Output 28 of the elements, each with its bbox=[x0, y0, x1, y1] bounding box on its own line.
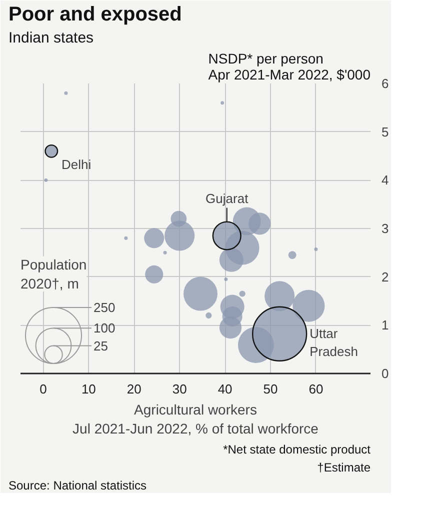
x-tick-label: 20 bbox=[126, 382, 142, 396]
x-axis-title: Agricultural workers Jul 2021-Jun 2022, % of total workforce bbox=[72, 402, 319, 437]
x-tick-label: 50 bbox=[263, 382, 278, 396]
legend-label: 100 bbox=[94, 320, 116, 336]
annotation: Delhi bbox=[62, 157, 92, 172]
x-tick-label: 60 bbox=[308, 382, 324, 396]
legend-label: 250 bbox=[94, 300, 116, 315]
source-note: Source: National statistics bbox=[8, 478, 147, 492]
y-tick-label: 3 bbox=[382, 221, 389, 236]
x-tick-label: 40 bbox=[218, 382, 232, 396]
y-tick-label: 6 bbox=[382, 76, 389, 91]
annotation: Gujarat bbox=[206, 190, 249, 206]
text: †Estimate bbox=[317, 460, 371, 474]
annotation: Uttar Pradesh bbox=[310, 326, 358, 359]
legend-title: Population 2020†, m bbox=[20, 256, 87, 292]
y-tick-label: 0 bbox=[382, 366, 389, 381]
chart-subtitle: Indian states bbox=[8, 30, 94, 46]
y-tick-label: 4 bbox=[382, 172, 389, 188]
y-axis-title: NSDP* per person Apr 2021-Mar 2022, $'000 bbox=[208, 50, 371, 82]
x-tick-label: 0 bbox=[40, 382, 47, 396]
text: *Net state domestic product bbox=[223, 442, 372, 456]
y-tick-label: 2 bbox=[382, 269, 389, 284]
legend-label: 25 bbox=[94, 338, 108, 354]
y-tick-label: 5 bbox=[382, 124, 389, 140]
x-tick-label: 30 bbox=[172, 382, 187, 396]
chart-title: Poor and exposed bbox=[8, 4, 182, 26]
y-tick-label: 1 bbox=[382, 318, 389, 333]
x-tick-label: 10 bbox=[81, 382, 96, 396]
